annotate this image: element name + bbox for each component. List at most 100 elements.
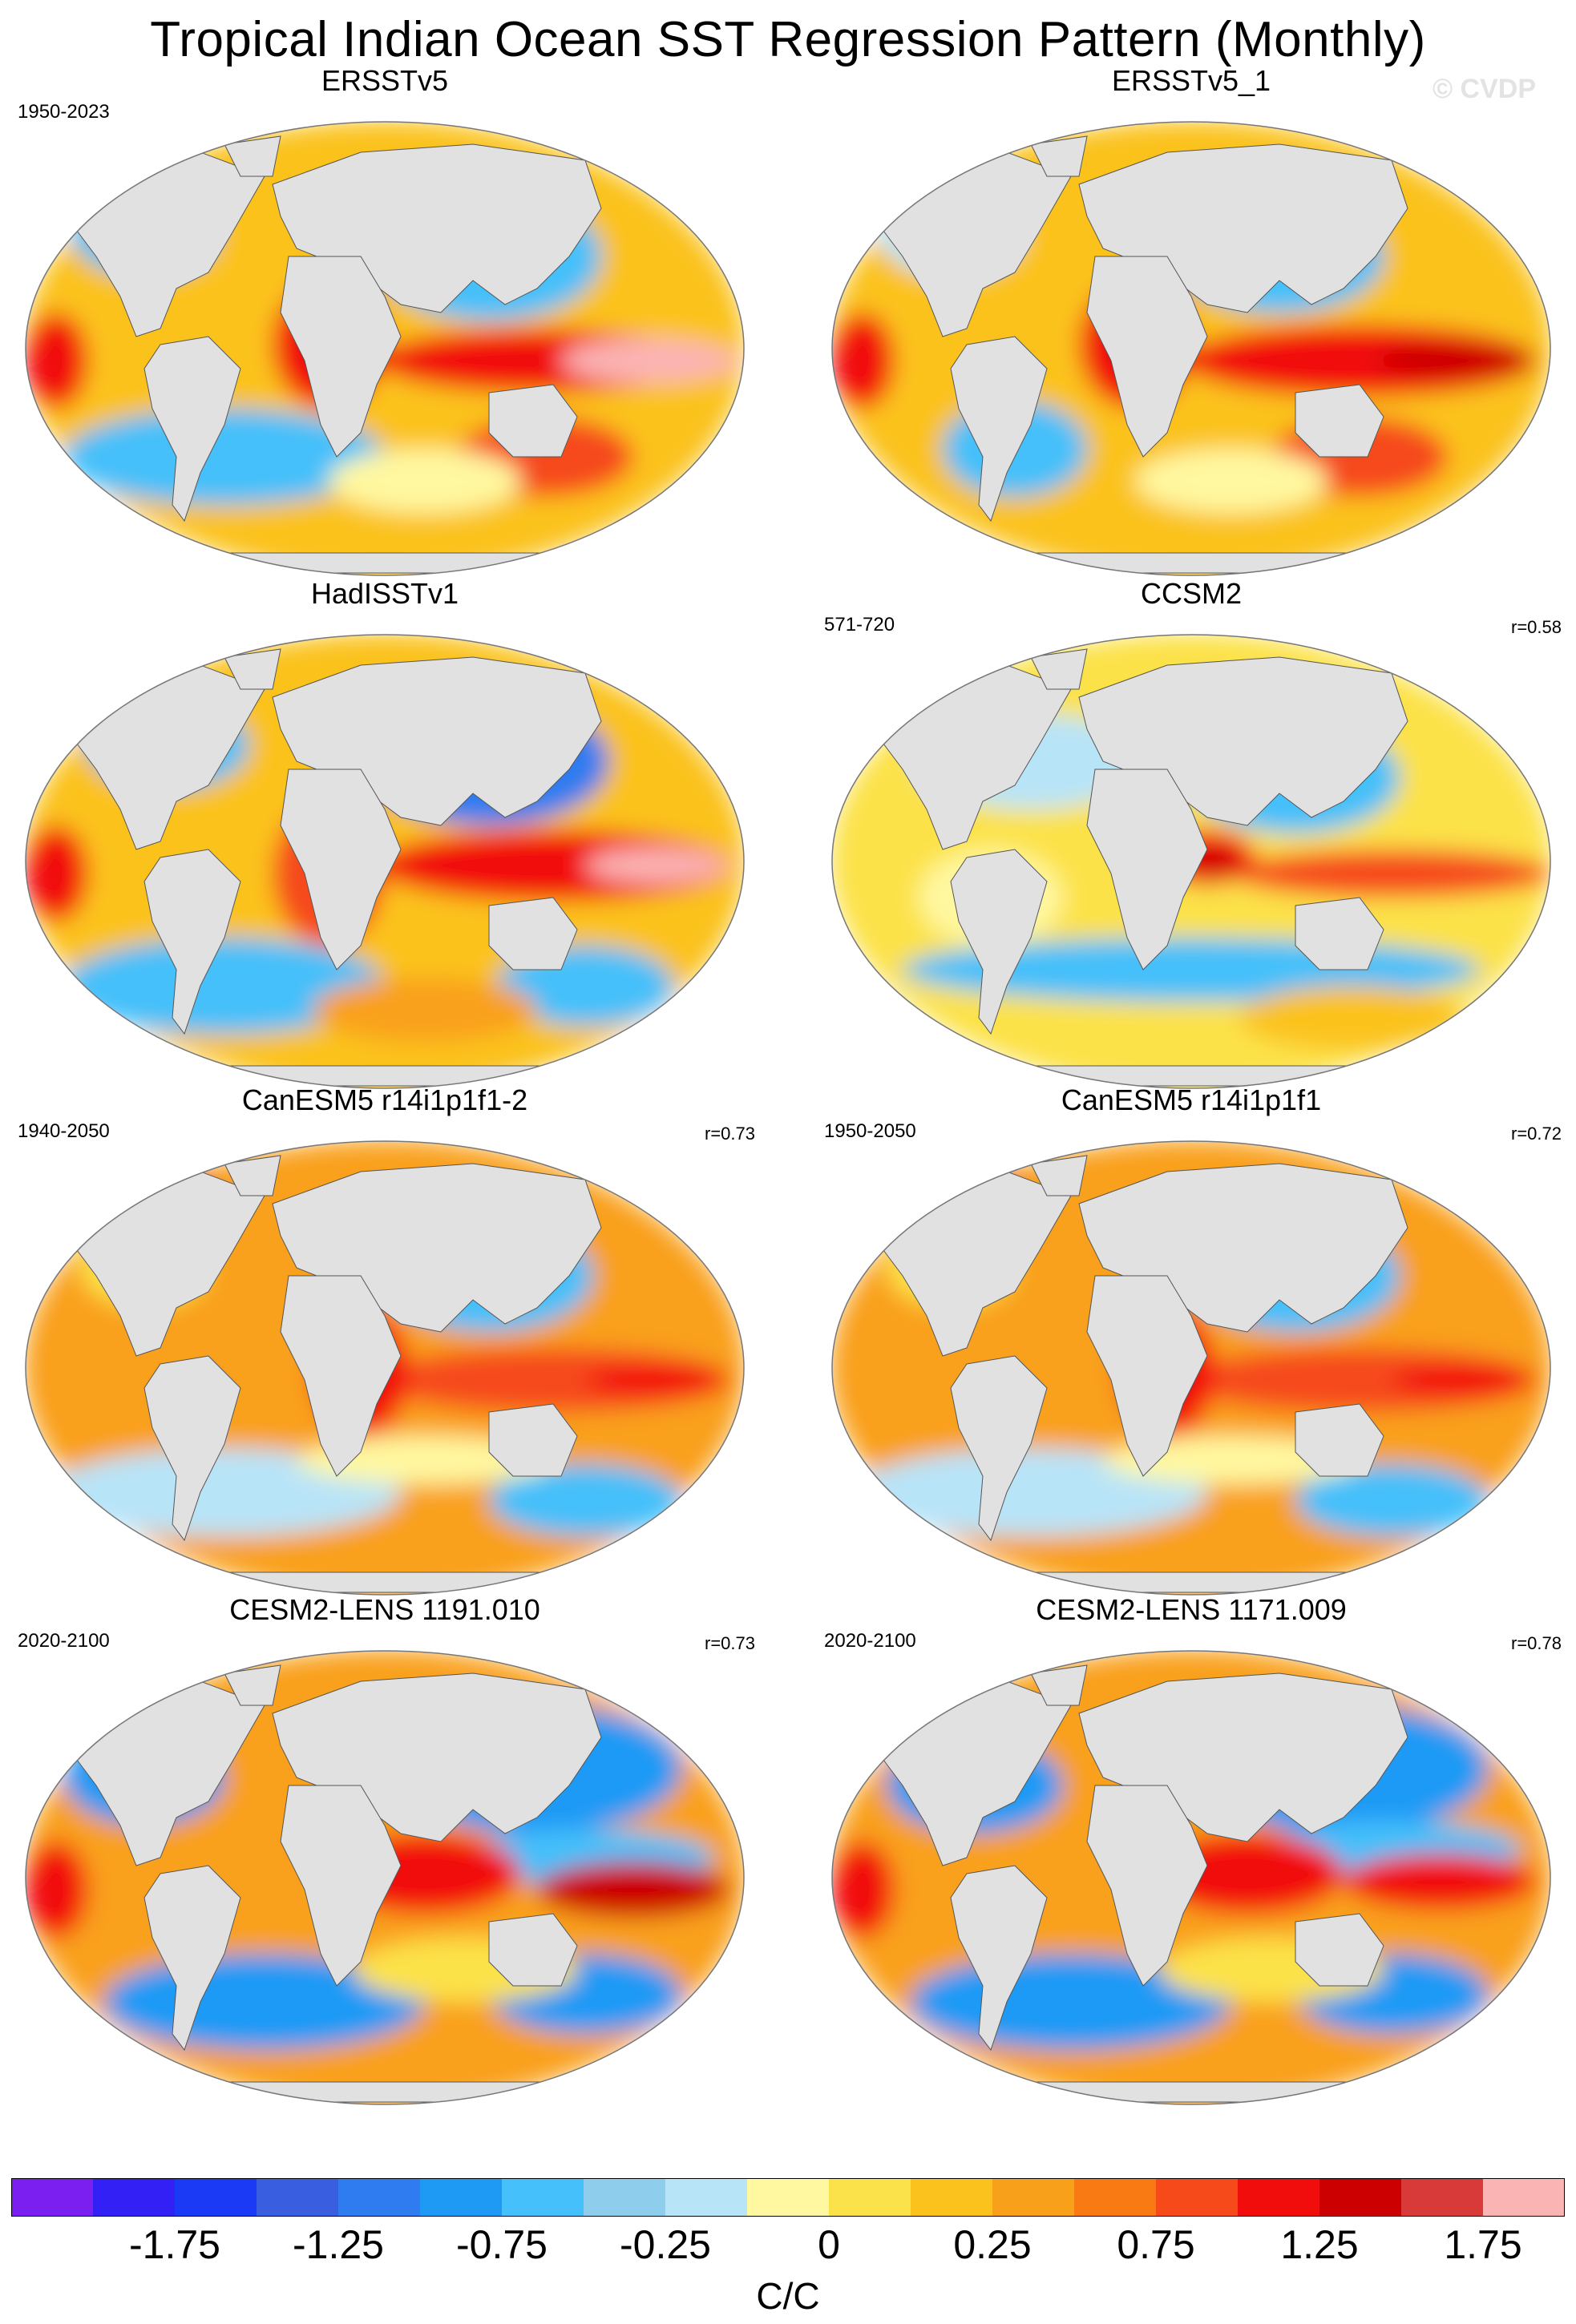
panel-title: CanESM5 r14i1p1f1: [1061, 1083, 1322, 1116]
continent-south-america: [950, 1865, 1048, 2052]
map-panel: ERSSTv5_1: [814, 64, 1568, 577]
continent-australia: [1295, 384, 1384, 458]
sst-regression-map: [831, 121, 1551, 576]
sst-anomaly-region: [313, 978, 537, 1042]
map-outline: [831, 121, 1551, 576]
continent-antarctica: [926, 2081, 1457, 2103]
continent-australia: [488, 1913, 578, 1987]
panel-correlation: r=0.73: [705, 1633, 755, 1653]
sst-anomaly-region: [1376, 343, 1536, 378]
colorbar-swatch: [502, 2178, 584, 2217]
continent-australia: [1295, 897, 1384, 970]
colorbar-frame: [11, 2178, 1565, 2217]
continent-greenland: [224, 1155, 281, 1196]
continent-south-america: [143, 336, 241, 522]
colorbar-tick-label: -1.25: [293, 2222, 384, 2267]
colorbar-units: C/C: [756, 2275, 820, 2317]
continent-africa: [280, 1275, 402, 1477]
sst-anomaly-region: [1183, 325, 1536, 397]
continent-australia: [488, 384, 578, 458]
colorbar-swatch: [747, 2178, 830, 2217]
sst-regression-map: [25, 1650, 745, 2105]
panel-correlation: r=0.58: [1511, 617, 1562, 637]
panel-title: CESM2-LENS 1191.010: [229, 1593, 540, 1626]
colorbar-swatch: [584, 2178, 666, 2217]
continent-antarctica: [926, 1572, 1457, 1593]
map-outline: [25, 1650, 745, 2105]
colorbar-swatch: [93, 2178, 176, 2217]
sst-anomaly-region: [1344, 1854, 1536, 1910]
panel-correlation: r=0.78: [1511, 1633, 1562, 1653]
colorbar-swatch: [1238, 2178, 1320, 2217]
continent-antarctica: [119, 1572, 650, 1593]
sst-anomaly-region: [561, 338, 737, 383]
continent-south-america: [143, 1355, 241, 1542]
continent-greenland: [1030, 135, 1088, 177]
continent-africa: [1086, 769, 1208, 970]
map-panel: CESM2-LENS 1191.010 2020-2100 r=0.73: [8, 1593, 762, 2106]
panel-title: HadISSTv1: [310, 577, 459, 610]
map-panel: CCSM2 571-720 r=0.58: [814, 577, 1568, 1090]
colorbar-swatch: [175, 2178, 257, 2217]
panel-years: 1950-2023: [18, 101, 110, 123]
sst-regression-map: [25, 1140, 745, 1596]
sst-anomaly-region: [1239, 986, 1464, 1050]
sst-anomaly-region: [585, 848, 729, 883]
colorbar-tick-label: 0: [818, 2222, 840, 2267]
panel-years: 1950-2050: [824, 1120, 916, 1142]
panel-title: ERSSTv5_1: [1111, 64, 1271, 97]
panel-years: 1940-2050: [18, 1120, 110, 1142]
continent-australia: [488, 897, 578, 970]
continent-antarctica: [926, 552, 1457, 574]
map-panel: CanESM5 r14i1p1f1-2 1940-2050 r=0.73: [8, 1083, 762, 1596]
sst-anomaly-region: [1392, 1364, 1536, 1396]
figure-title: Tropical Indian Ocean SST Regression Pat…: [150, 12, 1426, 67]
continent-africa: [1086, 1785, 1208, 1987]
sst-anomaly-region: [64, 409, 385, 505]
map-panel: ERSSTv5 1950-2023: [8, 64, 762, 577]
sst-anomaly-region: [1135, 449, 1327, 513]
sst-regression-map: [831, 1140, 1551, 1596]
colorbar-swatch: [1483, 2178, 1565, 2217]
map-panel: CESM2-LENS 1171.009 2020-2100 r=0.78: [814, 1593, 1568, 2106]
continent-south-america: [143, 849, 241, 1035]
continent-south-america: [950, 1355, 1048, 1542]
colorbar-swatch: [1401, 2178, 1484, 2217]
colorbar-tick-label: 0.25: [953, 2222, 1032, 2267]
sst-anomaly-region: [832, 313, 895, 409]
map-panel: CanESM5 r14i1p1f1 1950-2050 r=0.72: [814, 1083, 1568, 1596]
continent-greenland: [1030, 1664, 1088, 1706]
sst-regression-map: [831, 1650, 1551, 2105]
continent-antarctica: [119, 552, 650, 574]
colorbar-swatch: [338, 2178, 421, 2217]
continent-south-america: [950, 336, 1048, 522]
continent-greenland: [224, 135, 281, 177]
continent-australia: [1295, 1913, 1384, 1987]
map-outline: [831, 634, 1551, 1089]
colorbar-swatch: [829, 2178, 911, 2217]
continent-south-america: [950, 849, 1048, 1035]
map-outline: [25, 634, 745, 1089]
sst-regression-map: [25, 121, 745, 576]
panel-title: CanESM5 r14i1p1f1-2: [241, 1083, 528, 1116]
map-outline: [25, 1140, 745, 1596]
colorbar-swatch: [420, 2178, 503, 2217]
colorbar-swatch: [1156, 2178, 1239, 2217]
sst-anomaly-region: [377, 1348, 729, 1412]
continent-south-america: [143, 1865, 241, 2052]
map-outline: [831, 1140, 1551, 1596]
sst-anomaly-region: [26, 313, 88, 409]
panel-title: CESM2-LENS 1171.009: [1036, 1593, 1347, 1626]
sst-anomaly-region: [26, 825, 88, 922]
colorbar-tick-label: -0.25: [620, 2222, 711, 2267]
continent-antarctica: [119, 2081, 650, 2103]
continent-greenland: [1030, 648, 1088, 690]
colorbar-swatch: [665, 2178, 748, 2217]
colorbar: [11, 2178, 1565, 2217]
colorbar-swatch: [992, 2178, 1075, 2217]
colorbar-swatch: [911, 2178, 993, 2217]
map-outline: [25, 121, 745, 576]
colorbar-swatch: [1074, 2178, 1157, 2217]
sst-anomaly-region: [832, 1842, 895, 1938]
panel-title: ERSSTv5: [321, 64, 449, 97]
